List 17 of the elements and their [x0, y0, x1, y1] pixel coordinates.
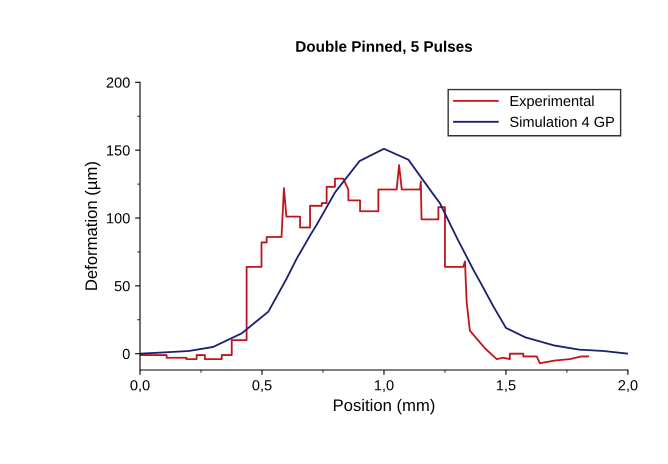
y-tick-label: 150: [107, 145, 130, 156]
chart-title: Double Pinned, 5 Pulses: [296, 40, 472, 54]
x-tick-label: 1,0: [374, 380, 394, 392]
x-axis-title: Position (mm): [334, 398, 434, 414]
x-tick-label: 0,5: [252, 380, 272, 392]
x-tick-label: 2,0: [618, 380, 638, 392]
y-tick-label: 200: [106, 77, 130, 88]
y-tick-label: 50: [114, 280, 130, 292]
line-series: [140, 148, 628, 355]
y-axis-title: Deformation (µm): [84, 162, 100, 290]
x-tick-label: 0,0: [130, 380, 150, 392]
legend-label: Experimental: [510, 95, 594, 110]
y-tick-label: 0: [122, 348, 130, 360]
line-series: [140, 164, 590, 364]
legend-label: Simulation 4 GP: [510, 116, 614, 128]
y-tick-label: 100: [107, 213, 130, 224]
x-tick-label: 1,5: [496, 380, 516, 392]
